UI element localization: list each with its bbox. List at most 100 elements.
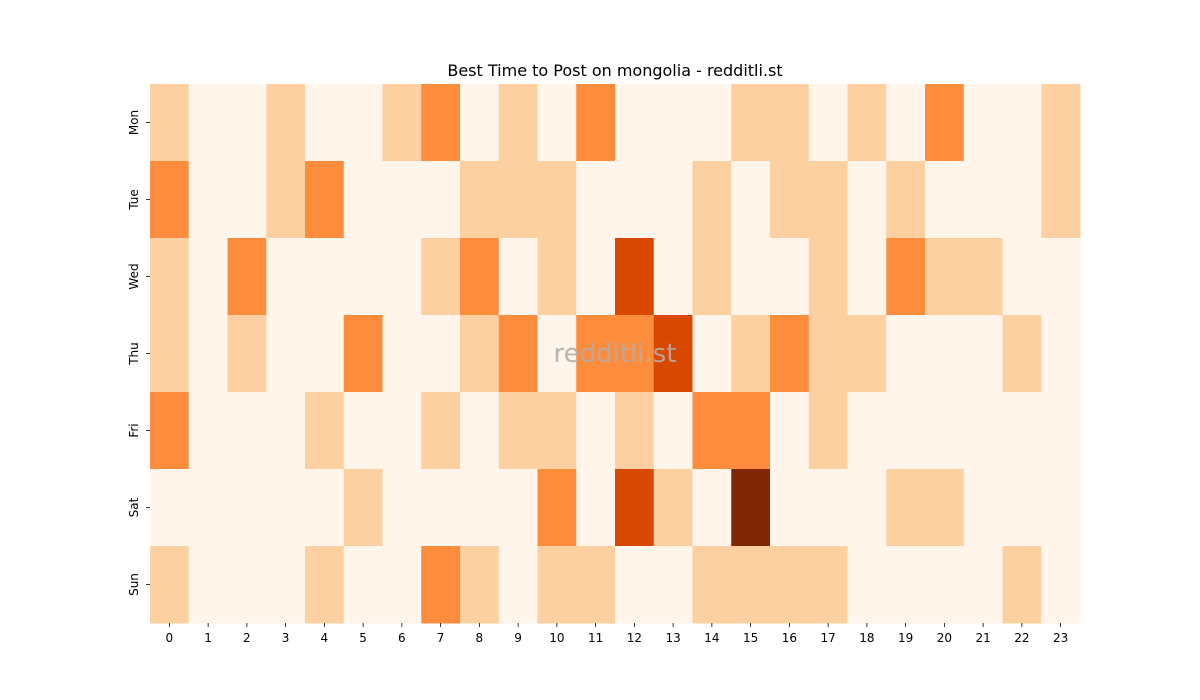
heatmap-cell-sun-12 — [615, 546, 655, 624]
heatmap-cell-sat-6 — [382, 469, 422, 547]
heatmap-cell-sat-2 — [227, 469, 267, 547]
heatmap-cell-fri-6 — [382, 392, 422, 470]
heatmap-cell-sun-9 — [498, 546, 538, 624]
heatmap-cell-thu-7 — [421, 315, 461, 393]
heatmap-cell-mon-16 — [770, 84, 810, 162]
heatmap-cell-tue-19 — [886, 161, 926, 239]
heatmap-cell-thu-4 — [305, 315, 345, 393]
x-tick-label: 17 — [820, 631, 835, 645]
heatmap-cell-sun-22 — [1002, 546, 1042, 624]
heatmap-cell-tue-17 — [808, 161, 848, 239]
heatmap-cell-fri-21 — [963, 392, 1003, 470]
heatmap-cell-sat-17 — [808, 469, 848, 547]
x-tick-label: 18 — [859, 631, 874, 645]
heatmap-cell-thu-17 — [808, 315, 848, 393]
heatmap-cell-wed-23 — [1041, 238, 1081, 316]
heatmap-cell-tue-10 — [537, 161, 577, 239]
heatmap-cell-mon-15 — [731, 84, 771, 162]
heatmap-cell-fri-11 — [576, 392, 616, 470]
heatmap-cell-mon-14 — [692, 84, 732, 162]
heatmap-cell-mon-20 — [925, 84, 965, 162]
heatmap-cell-sat-19 — [886, 469, 926, 547]
heatmap-cell-sun-4 — [305, 546, 345, 624]
heatmap-cell-mon-17 — [808, 84, 848, 162]
heatmap-cell-sun-7 — [421, 546, 461, 624]
heatmap-cell-wed-9 — [498, 238, 538, 316]
x-tick-label: 21 — [975, 631, 990, 645]
heatmap-cell-sun-10 — [537, 546, 577, 624]
heatmap-cell-sun-20 — [925, 546, 965, 624]
heatmap-cell-sun-21 — [963, 546, 1003, 624]
watermark-text: redditli.st — [554, 339, 677, 369]
heatmap-cell-tue-12 — [615, 161, 655, 239]
heatmap-cell-sun-17 — [808, 546, 848, 624]
y-tick-label: Sat — [127, 497, 141, 517]
x-tick-label: 10 — [549, 631, 564, 645]
heatmap-cell-wed-5 — [343, 238, 383, 316]
x-tick-label: 1 — [204, 631, 212, 645]
heatmap-cell-tue-18 — [847, 161, 887, 239]
heatmap-cell-sun-6 — [382, 546, 422, 624]
heatmap-cell-thu-21 — [963, 315, 1003, 393]
heatmap-cell-fri-1 — [188, 392, 228, 470]
heatmap-cell-wed-16 — [770, 238, 810, 316]
y-tick-label: Sun — [127, 573, 141, 596]
heatmap-cell-mon-0 — [150, 84, 190, 162]
heatmap-cell-thu-12 — [615, 315, 655, 393]
y-tick-label: Tue — [127, 189, 141, 211]
heatmap-cell-wed-19 — [886, 238, 926, 316]
heatmap-cell-fri-8 — [460, 392, 500, 470]
heatmap-cell-mon-19 — [886, 84, 926, 162]
heatmap-cell-wed-17 — [808, 238, 848, 316]
heatmap-cell-thu-20 — [925, 315, 965, 393]
heatmap-cell-thu-16 — [770, 315, 810, 393]
heatmap-cell-thu-11 — [576, 315, 616, 393]
heatmap-cell-sun-23 — [1041, 546, 1081, 624]
heatmap-cell-thu-8 — [460, 315, 500, 393]
heatmap-cell-wed-7 — [421, 238, 461, 316]
heatmap-cell-thu-10 — [537, 315, 577, 393]
heatmap-cell-sun-11 — [576, 546, 616, 624]
heatmap-cell-wed-18 — [847, 238, 887, 316]
x-tick-label: 7 — [437, 631, 445, 645]
heatmap-cell-sun-1 — [188, 546, 228, 624]
heatmap-cell-tue-13 — [653, 161, 693, 239]
heatmap-cell-wed-21 — [963, 238, 1003, 316]
heatmap-cell-sat-0 — [150, 469, 190, 547]
heatmap-cell-mon-9 — [498, 84, 538, 162]
x-tick-label: 2 — [243, 631, 251, 645]
heatmap-cell-sun-18 — [847, 546, 887, 624]
heatmap-cell-mon-1 — [188, 84, 228, 162]
heatmap-cell-sun-3 — [266, 546, 306, 624]
heatmap-cell-sun-2 — [227, 546, 267, 624]
x-tick-label: 9 — [514, 631, 522, 645]
x-tick-label: 11 — [588, 631, 603, 645]
heatmap-cell-sat-9 — [498, 469, 538, 547]
heatmap-cell-mon-5 — [343, 84, 383, 162]
heatmap-cell-fri-23 — [1041, 392, 1081, 470]
heatmap-cell-sat-14 — [692, 469, 732, 547]
heatmap-cell-fri-2 — [227, 392, 267, 470]
heatmap-cell-thu-22 — [1002, 315, 1042, 393]
heatmap-cells — [150, 84, 1081, 624]
heatmap-cell-tue-1 — [188, 161, 228, 239]
heatmap-cell-tue-22 — [1002, 161, 1042, 239]
x-tick-label: 15 — [743, 631, 758, 645]
heatmap-cell-sat-7 — [421, 469, 461, 547]
chart-title: Best Time to Post on mongolia - redditli… — [447, 61, 782, 80]
heatmap-cell-tue-16 — [770, 161, 810, 239]
heatmap-cell-wed-13 — [653, 238, 693, 316]
heatmap-cell-sun-5 — [343, 546, 383, 624]
heatmap-cell-sat-23 — [1041, 469, 1081, 547]
x-tick-label: 16 — [782, 631, 797, 645]
heatmap-cell-sat-5 — [343, 469, 383, 547]
heatmap-cell-thu-2 — [227, 315, 267, 393]
heatmap-cell-mon-21 — [963, 84, 1003, 162]
heatmap-cell-wed-2 — [227, 238, 267, 316]
heatmap-cell-sat-13 — [653, 469, 693, 547]
heatmap-cell-thu-15 — [731, 315, 771, 393]
heatmap-cell-wed-1 — [188, 238, 228, 316]
heatmap-cell-mon-18 — [847, 84, 887, 162]
heatmap-cell-mon-8 — [460, 84, 500, 162]
heatmap-cell-fri-3 — [266, 392, 306, 470]
